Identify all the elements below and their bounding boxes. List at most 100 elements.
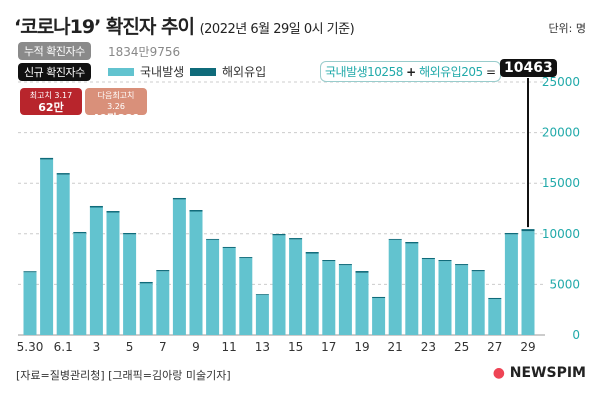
bar-domestic <box>40 159 54 335</box>
bar-domestic <box>206 239 220 335</box>
bar-overseas <box>106 211 120 213</box>
cumulative-label: 누적 확진자수 <box>18 42 91 60</box>
x-tick-label: 6.1 <box>54 340 73 354</box>
second-peak-badge: 다음최고치 3.26 49만881 <box>85 88 147 125</box>
bar-overseas <box>189 210 203 212</box>
y-tick-label: 25000 <box>542 75 580 89</box>
y-tick-label: 15000 <box>542 176 580 190</box>
bar-overseas <box>305 252 319 254</box>
bar-overseas <box>289 238 303 240</box>
bar-domestic <box>172 199 186 335</box>
bar-domestic <box>272 235 286 335</box>
y-tick-label: 10000 <box>542 227 580 241</box>
legend-overseas: 해외유입 <box>190 63 266 80</box>
peak-label: 다음최고치 3.26 <box>97 91 135 111</box>
bar-domestic <box>156 271 170 335</box>
x-tick-label: 9 <box>192 340 200 354</box>
bar-domestic <box>355 272 369 335</box>
bar-overseas <box>338 264 352 266</box>
legend-swatch-domestic <box>108 67 134 76</box>
bar-overseas <box>56 173 70 175</box>
bar-overseas <box>40 157 54 160</box>
bar-overseas <box>222 246 236 248</box>
bar-domestic <box>455 265 469 335</box>
bar-domestic <box>488 299 502 335</box>
x-tick-label: 25 <box>454 340 469 354</box>
x-tick-label: 11 <box>222 340 237 354</box>
peak-value: 62만1328 <box>35 101 67 127</box>
bar-overseas <box>239 257 253 259</box>
y-tick-label: 20000 <box>542 126 580 140</box>
bar-overseas <box>89 205 103 208</box>
callout-domestic: 국내발생10258 <box>325 65 403 79</box>
bar-domestic <box>521 231 535 335</box>
x-tick-label: 19 <box>354 340 369 354</box>
bar-overseas <box>521 229 535 232</box>
bar-overseas <box>421 257 435 260</box>
callout-total: 10463 <box>500 59 557 77</box>
x-tick-label: 27 <box>487 340 502 354</box>
bar-overseas <box>488 297 502 300</box>
legend-swatch-overseas <box>190 67 216 76</box>
source-credit: [자료=질병관리청] [그래픽=김아랑 미술기자] <box>16 369 231 382</box>
bar-overseas <box>388 238 402 240</box>
bar-overseas <box>172 197 186 200</box>
x-tick-label: 5 <box>126 340 134 354</box>
x-tick-label: 23 <box>421 340 436 354</box>
bar-domestic <box>255 295 269 335</box>
bar-overseas <box>405 241 419 244</box>
x-tick-label: 29 <box>520 340 535 354</box>
bar-overseas <box>156 270 170 272</box>
bar-overseas <box>206 238 220 240</box>
logo-text: NEWSPIM <box>509 365 586 381</box>
bar-overseas <box>438 260 452 262</box>
x-tick-label: 7 <box>159 340 167 354</box>
bar-domestic <box>388 239 402 335</box>
newspim-logo: ● NEWSPIM <box>492 365 586 381</box>
bar-domestic <box>189 211 203 335</box>
x-tick-label: 15 <box>288 340 303 354</box>
bar-domestic <box>239 258 253 335</box>
bar-domestic <box>56 174 70 335</box>
callout-overseas: 해외유입205 <box>419 65 483 79</box>
bar-domestic <box>322 261 336 335</box>
new-cases-label: 신규 확진자수 <box>18 63 91 81</box>
x-tick-label: 21 <box>388 340 403 354</box>
peak-label: 최고치 3.17 <box>29 91 73 100</box>
bar-domestic <box>89 207 103 335</box>
bar-overseas <box>322 260 336 262</box>
bar-domestic <box>438 261 452 335</box>
cumulative-value: 1834만9756 <box>108 45 181 59</box>
bar-overseas <box>73 231 87 234</box>
legend-label: 국내발생 <box>140 65 185 79</box>
peak-value: 49만881 <box>91 112 141 125</box>
bar-overseas <box>139 281 153 284</box>
callout-eq: = <box>485 65 496 79</box>
bar-domestic <box>73 233 87 335</box>
bar-domestic <box>372 298 386 335</box>
bar-overseas <box>455 264 469 266</box>
bar-overseas <box>372 296 386 299</box>
x-tick-label: 17 <box>321 340 336 354</box>
bar-domestic <box>289 239 303 335</box>
bar-domestic <box>305 253 319 335</box>
y-tick-label: 5000 <box>549 277 580 291</box>
bar-overseas <box>504 232 518 235</box>
bar-overseas <box>355 271 369 273</box>
bar-domestic <box>504 234 518 335</box>
bar-overseas <box>123 232 137 235</box>
callout-plus: + <box>406 65 416 79</box>
x-tick-label: 3 <box>93 340 101 354</box>
bar-domestic <box>123 234 137 335</box>
bar-domestic <box>139 283 153 335</box>
chart-title: ‘코로나19’ 확진자 추이 (2022년 6월 29일 0시 기준) <box>14 12 355 39</box>
x-tick-label: 13 <box>255 340 270 354</box>
legend-domestic: 국내발생 <box>108 63 184 80</box>
latest-callout: 국내발생10258 + 해외유입205 = <box>320 61 501 82</box>
bar-domestic <box>405 243 419 335</box>
unit-label: 단위: 명 <box>548 22 586 35</box>
title-text: ‘코로나19’ 확진자 추이 <box>14 16 195 38</box>
legend-label: 해외유입 <box>222 65 267 79</box>
bar-domestic <box>471 271 485 335</box>
